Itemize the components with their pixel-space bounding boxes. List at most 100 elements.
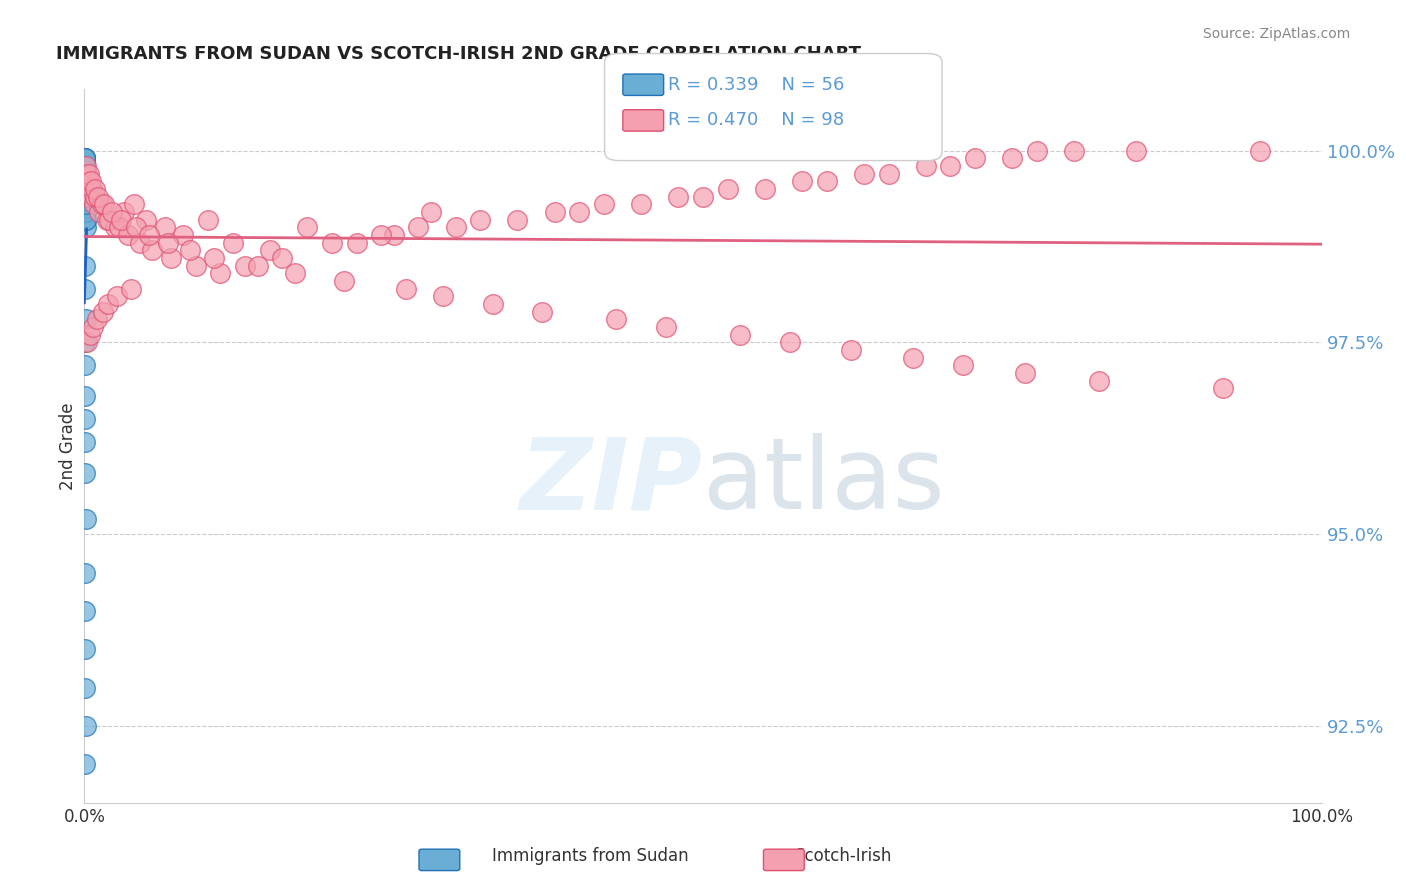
Text: Immigrants from Sudan: Immigrants from Sudan — [492, 847, 689, 865]
Point — [73, 159, 96, 173]
Point — [160, 251, 183, 265]
Text: Source: ZipAtlas.com: Source: ZipAtlas.com — [1202, 27, 1350, 41]
Point — [75, 174, 97, 188]
Point — [79, 327, 101, 342]
Point — [470, 212, 492, 227]
Point — [76, 167, 98, 181]
Point — [184, 259, 207, 273]
Point — [73, 167, 96, 181]
Point — [852, 167, 875, 181]
Point — [80, 174, 103, 188]
Point — [815, 174, 838, 188]
Point — [75, 189, 97, 203]
Point — [75, 182, 97, 196]
Y-axis label: 2nd Grade: 2nd Grade — [59, 402, 77, 490]
Point — [75, 159, 97, 173]
Point — [86, 312, 108, 326]
Point — [91, 304, 114, 318]
Point — [79, 174, 101, 188]
Point — [75, 220, 97, 235]
Point — [506, 212, 529, 227]
Point — [1212, 381, 1234, 395]
Point — [197, 212, 219, 227]
Point — [73, 167, 96, 181]
Point — [346, 235, 368, 250]
Point — [222, 235, 245, 250]
Point — [105, 289, 128, 303]
Point — [903, 351, 925, 365]
Point — [543, 205, 565, 219]
Point — [80, 182, 103, 196]
Point — [73, 757, 96, 772]
Point — [1088, 374, 1111, 388]
Point — [125, 220, 148, 235]
Point — [75, 189, 97, 203]
Point — [75, 167, 97, 181]
Point — [179, 244, 201, 258]
Point — [408, 220, 430, 235]
Point — [75, 604, 97, 618]
Point — [73, 566, 96, 580]
Point — [73, 151, 96, 165]
Point — [965, 151, 987, 165]
Point — [593, 197, 616, 211]
Point — [73, 412, 96, 426]
Point — [73, 151, 96, 165]
Point — [75, 259, 97, 273]
Point — [135, 212, 157, 227]
Text: atlas: atlas — [703, 434, 945, 530]
Point — [284, 266, 307, 280]
Point — [97, 297, 120, 311]
Point — [96, 212, 118, 227]
Point — [157, 235, 180, 250]
Point — [110, 212, 132, 227]
Point — [209, 266, 232, 280]
Point — [717, 182, 740, 196]
Point — [432, 289, 454, 303]
Text: ZIP: ZIP — [520, 434, 703, 530]
Point — [481, 297, 503, 311]
Point — [1125, 144, 1147, 158]
Point — [129, 235, 152, 250]
Point — [75, 182, 97, 196]
Point — [141, 244, 163, 258]
Point — [77, 182, 100, 196]
Point — [73, 159, 96, 173]
Point — [73, 159, 96, 173]
Point — [75, 197, 97, 211]
Point — [75, 189, 97, 203]
Point — [75, 312, 97, 326]
Point — [877, 167, 900, 181]
Point — [233, 259, 256, 273]
Text: R = 0.470    N = 98: R = 0.470 N = 98 — [668, 112, 844, 129]
Point — [82, 320, 104, 334]
Point — [321, 235, 343, 250]
Point — [89, 205, 111, 219]
Point — [73, 167, 96, 181]
Point — [605, 312, 627, 326]
Point — [79, 189, 101, 203]
Point — [75, 335, 97, 350]
Point — [531, 304, 554, 318]
Point — [370, 227, 392, 242]
Point — [728, 327, 751, 342]
Point — [75, 719, 97, 733]
Point — [73, 282, 96, 296]
Point — [568, 205, 591, 219]
Point — [419, 205, 441, 219]
Point — [98, 212, 121, 227]
Point — [75, 205, 97, 219]
Point — [75, 182, 97, 196]
Point — [75, 189, 97, 203]
Point — [666, 189, 689, 203]
Point — [73, 167, 96, 181]
Point — [75, 182, 97, 196]
Point — [75, 512, 97, 526]
Point — [104, 220, 127, 235]
Point — [83, 182, 105, 196]
Point — [914, 159, 936, 173]
Point — [939, 159, 962, 173]
Point — [841, 343, 863, 357]
Point — [75, 174, 97, 188]
Point — [90, 197, 112, 211]
